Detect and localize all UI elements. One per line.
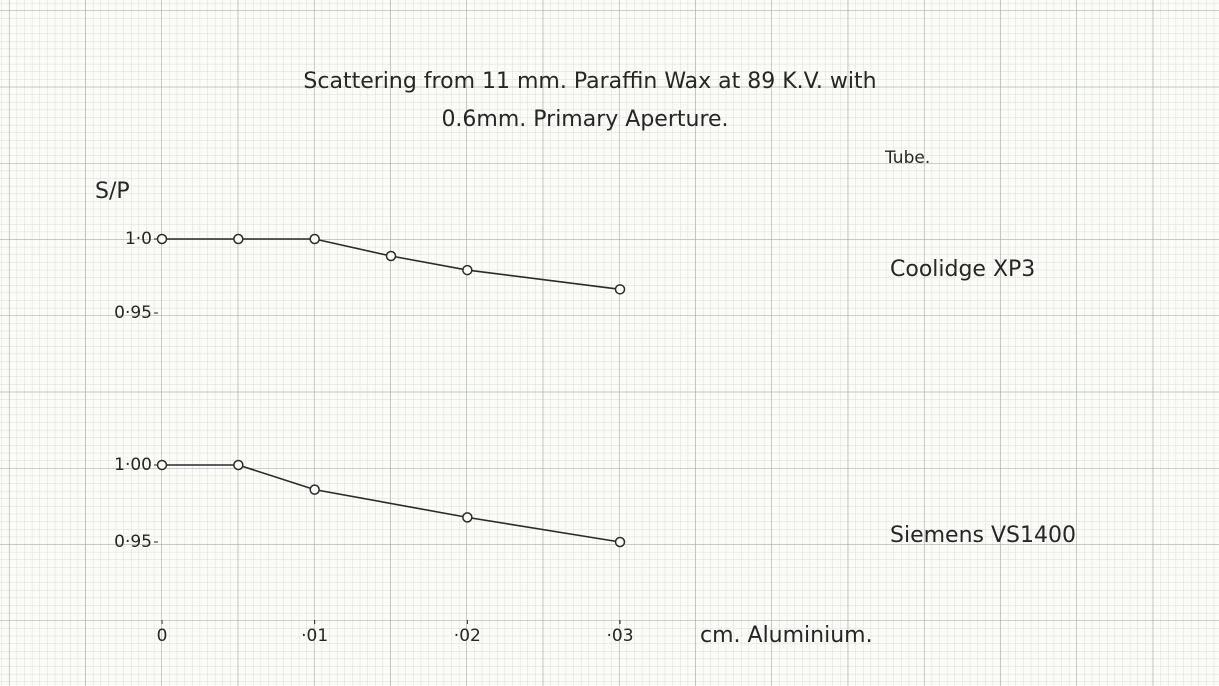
y-tick-label: 0·95 xyxy=(114,532,152,552)
series-line xyxy=(162,238,621,291)
data-point xyxy=(385,250,397,262)
legend-label: Siemens VS1400 xyxy=(890,523,1076,548)
data-point xyxy=(233,233,244,245)
y-tick-label: 1·0 xyxy=(125,229,152,249)
chart-title: Scattering from 11 mm. Paraffin Wax at 8… xyxy=(303,69,876,94)
y-tick-label: 0·95 xyxy=(114,303,152,323)
y-tick-label: 1·00 xyxy=(114,455,152,475)
data-point xyxy=(156,459,168,471)
legend-title: Tube. xyxy=(884,148,930,168)
x-tick-label: 0 xyxy=(157,626,168,646)
data-point xyxy=(309,484,320,495)
data-point xyxy=(462,512,473,523)
data-point xyxy=(233,459,244,471)
data-point xyxy=(309,233,320,245)
data-point xyxy=(462,264,473,276)
data-point xyxy=(614,536,626,548)
y-axis-label: S/P xyxy=(95,179,130,204)
x-tick-label: ·01 xyxy=(301,626,328,646)
data-point xyxy=(614,284,626,295)
x-axis-label: cm. Aluminium. xyxy=(700,623,873,648)
x-tick-label: ·02 xyxy=(454,626,481,646)
chart-subtitle: 0.6mm. Primary Aperture. xyxy=(441,107,728,132)
x-tick-label: ·03 xyxy=(606,626,633,646)
data-point xyxy=(156,233,168,245)
legend-label: Coolidge XP3 xyxy=(890,257,1035,282)
